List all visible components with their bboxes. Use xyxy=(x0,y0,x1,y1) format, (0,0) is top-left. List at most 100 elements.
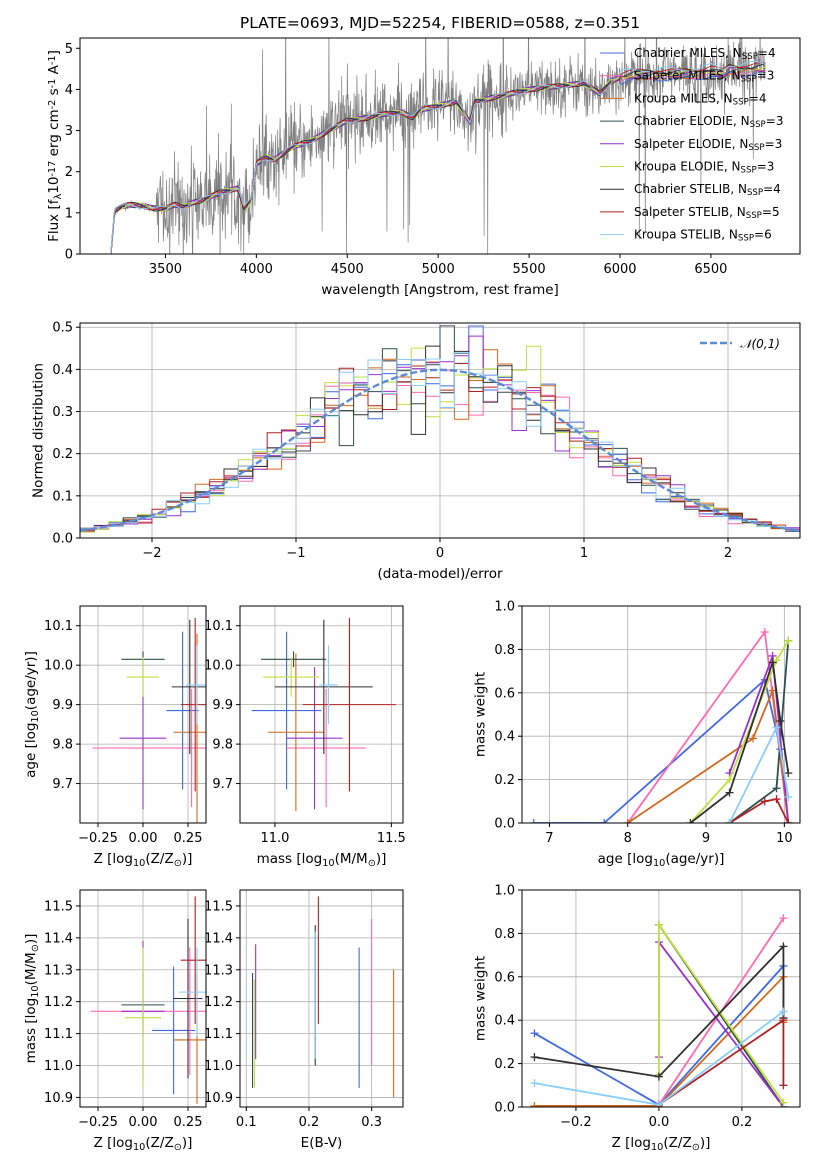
weight-marker xyxy=(654,1100,663,1107)
plot-frame xyxy=(521,889,801,1108)
weight-marker xyxy=(779,942,788,951)
errorbar-point xyxy=(263,657,320,697)
x-tick-label: 0.2 xyxy=(299,1115,320,1130)
weight-marker xyxy=(779,1016,788,1025)
x-axis-label: mass [log10(M/M⊙)] xyxy=(257,851,387,869)
errorbar-point xyxy=(180,617,206,792)
weight-series-7 xyxy=(658,1018,785,1106)
y-tick-label: 0.3 xyxy=(52,405,73,420)
x-tick-label: 3500 xyxy=(149,262,182,277)
y-tick-label: 0.4 xyxy=(494,730,515,745)
errorbar-point xyxy=(173,918,203,1079)
weight-marker xyxy=(623,819,632,823)
mass-vs-EBV-axes xyxy=(240,890,403,1107)
x-tick-label: 0.0 xyxy=(649,1115,670,1130)
weight-marker xyxy=(784,769,793,778)
y-tick-label: 0 xyxy=(65,248,73,263)
y-tick-label: 0.6 xyxy=(494,686,515,701)
y-tick-label: 0.2 xyxy=(494,773,515,788)
weight-marker xyxy=(529,819,538,823)
y-tick-label: 0.0 xyxy=(52,532,73,547)
x-tick-label: 11.0 xyxy=(260,831,289,846)
legend-label: Chabrier MILES, NSSP=4 xyxy=(634,46,776,62)
y-tick-label: 9.7 xyxy=(212,777,233,792)
x-tick-label: 5000 xyxy=(422,262,455,277)
plot-frame xyxy=(239,605,404,824)
weight-marker xyxy=(749,734,758,743)
errorbar-point xyxy=(186,645,206,725)
errorbar-point xyxy=(166,631,199,790)
weight-vs-age-frame: 7 8 9 10 0.0 0.2 0.4 0.6 0.8 1.0 age [log10(age/yr… xyxy=(473,600,801,869)
residual-histogram-8 xyxy=(80,352,800,531)
y-tick-label: 11.5 xyxy=(204,899,233,914)
normal-curve xyxy=(79,368,798,532)
weight-marker xyxy=(530,1079,539,1088)
y-tick-label: 1.0 xyxy=(494,600,515,615)
x-tick-label: 4500 xyxy=(331,262,364,277)
x-axis-label: Z [log10(Z/Z⊙)] xyxy=(94,1135,193,1153)
x-tick-label: −0.25 xyxy=(78,831,118,846)
weight-marker xyxy=(760,628,769,637)
y-axis-label: mass weight xyxy=(473,956,489,1041)
x-axis-label: wavelength [Angstrom, rest frame] xyxy=(321,282,559,298)
errorbar-point xyxy=(179,947,206,1037)
x-tick-label: 0.00 xyxy=(129,1115,158,1130)
weight-series-7 xyxy=(729,798,790,823)
model-spectrum-5 xyxy=(110,64,766,254)
y-axis-label: Normed distribution xyxy=(31,363,47,498)
legend-label: Chabrier ELODIE, NSSP=3 xyxy=(634,114,783,130)
y-tick-label: 11.4 xyxy=(204,931,233,946)
x-tick-label: 0.3 xyxy=(361,1115,382,1130)
x-axis-label: age [log10(age/yr)] xyxy=(598,851,725,869)
x-tick-label: 9 xyxy=(702,831,710,846)
y-tick-label: 9.9 xyxy=(212,698,233,713)
y-tick-label: 11.2 xyxy=(44,995,73,1010)
observed-spectrum xyxy=(110,38,766,254)
x-tick-label: 5500 xyxy=(513,262,546,277)
x-tick-label: 8 xyxy=(624,831,632,846)
x-tick-label: 0.25 xyxy=(174,831,203,846)
errorbar-point xyxy=(302,617,397,792)
errorbar-point xyxy=(286,667,343,810)
x-tick-label: 4000 xyxy=(240,262,273,277)
y-tick-label: 10.9 xyxy=(44,1091,73,1106)
x-tick-label: −2 xyxy=(142,546,161,561)
plot-frame xyxy=(521,605,801,824)
x-tick-label: 0.00 xyxy=(129,831,158,846)
errorbar-point xyxy=(274,619,373,754)
weight-series-6 xyxy=(534,944,785,1078)
weight-series-2 xyxy=(627,687,790,823)
mass-vs-EBV-frame: 0.1 0.2 0.3 10.9 11.0 11.1 11.2 11.3 11.4 11.5 E(B… xyxy=(204,889,404,1151)
legend-label: Kroupa STELIB, NSSP=6 xyxy=(634,228,772,244)
x-tick-label: 0 xyxy=(436,546,444,561)
errorbar-point xyxy=(260,651,327,668)
y-tick-label: 10.0 xyxy=(44,659,73,674)
y-tick-label: 11.3 xyxy=(44,963,73,978)
x-tick-label: −0.25 xyxy=(78,1115,118,1130)
y-tick-label: 11.0 xyxy=(44,1059,73,1074)
errorbar-point xyxy=(171,619,206,754)
weight-marker xyxy=(725,819,734,823)
y-tick-label: 0.8 xyxy=(494,927,515,942)
residuals-frame: −2 −1 0 1 2 0.0 0.1 0.2 0.3 0.4 0.5 (data-model)/er… xyxy=(31,321,801,582)
model-spectrum-8 xyxy=(110,61,766,254)
age-vs-Z-frame: −0.25 0.00 0.25 9.7 9.8 9.9 10.0 10.1 Z [log10(Z… xyxy=(23,605,207,869)
weight-series-4 xyxy=(728,655,790,823)
y-tick-label: 9.8 xyxy=(52,738,73,753)
errorbar-point xyxy=(152,966,196,1095)
y-tick-label: 0.4 xyxy=(52,363,73,378)
weight-marker xyxy=(779,914,788,923)
y-tick-label: 9.8 xyxy=(212,738,233,753)
weight-vs-Z-frame: −0.2 0.0 0.2 0.0 0.2 0.4 0.6 0.8 1.0 Z [log10(Z/Z… xyxy=(473,884,801,1153)
y-tick-label: 0.0 xyxy=(494,817,515,832)
errorbar-point xyxy=(319,645,338,725)
x-axis-label: E(B-V) xyxy=(301,1135,343,1151)
y-tick-label: 11.3 xyxy=(204,963,233,978)
weight-marker xyxy=(760,797,769,806)
errorbar-point xyxy=(90,947,206,1076)
errorbar-point xyxy=(125,947,161,1088)
legend-label: Salpeter STELIB, NSSP=5 xyxy=(634,205,780,221)
errorbar-point xyxy=(251,631,322,790)
y-tick-label: 2 xyxy=(65,165,73,180)
legend-label: Kroupa ELODIE, NSSP=3 xyxy=(634,160,774,176)
